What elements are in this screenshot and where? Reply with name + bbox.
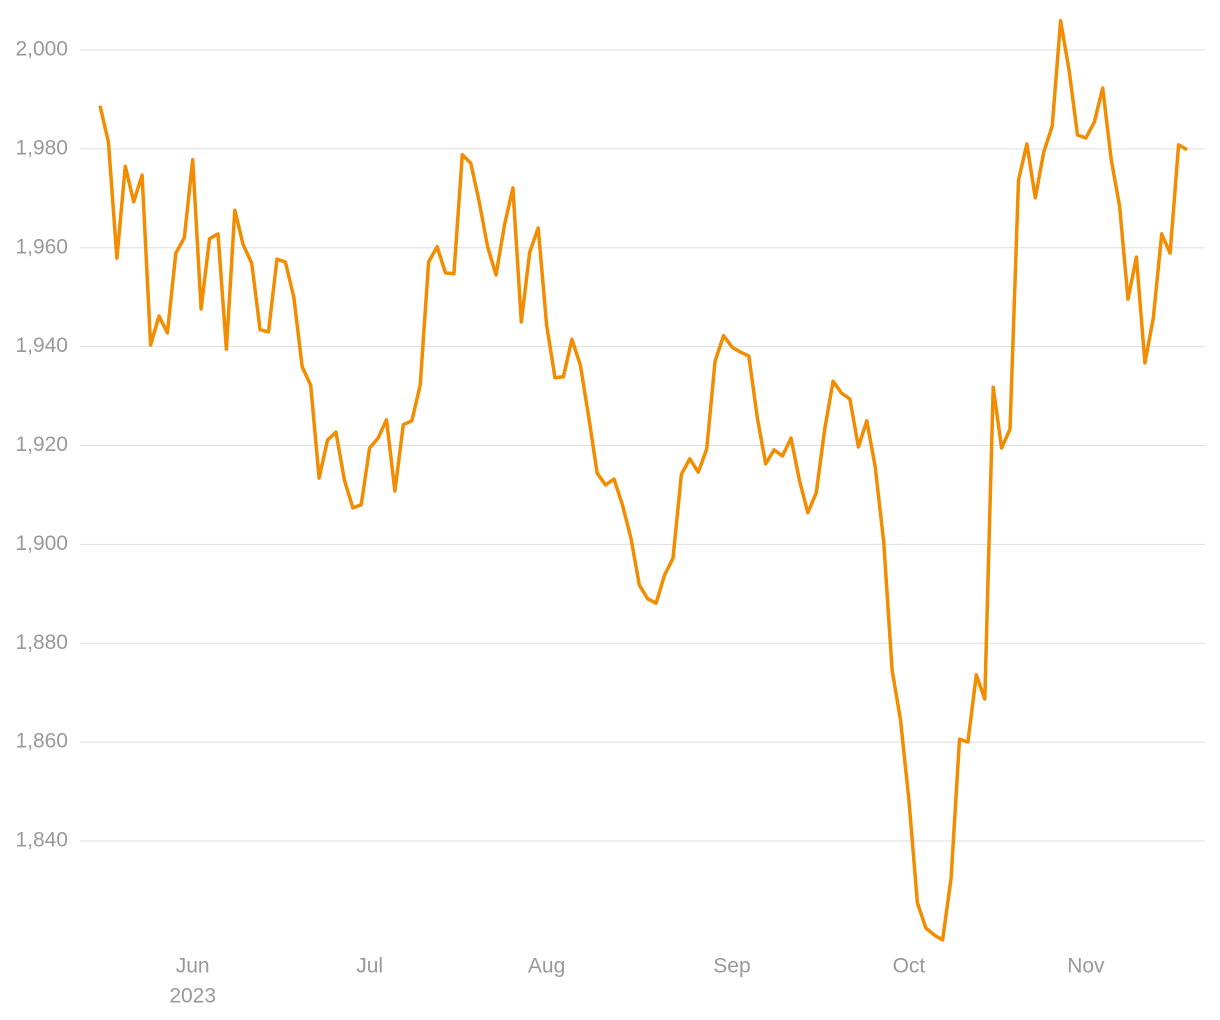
y-tick-label: 1,940 (15, 334, 68, 357)
y-tick-label: 2,000 (15, 38, 68, 61)
y-tick-label: 1,980 (15, 136, 68, 159)
y-tick-label: 1,860 (15, 730, 68, 753)
y-tick-label: 1,900 (15, 532, 68, 555)
price-line (98, 19, 1188, 942)
x-tick-label: Oct (893, 955, 926, 978)
y-tick-label: 1,840 (15, 829, 68, 852)
x-year-label: 2023 (169, 985, 216, 1008)
x-tick-label: Sep (713, 955, 750, 978)
x-tick-label: Jul (356, 955, 383, 978)
y-tick-label: 1,960 (15, 235, 68, 258)
x-tick-label: Aug (528, 955, 565, 978)
y-tick-label: 1,880 (15, 631, 68, 654)
x-tick-label: Nov (1067, 955, 1105, 978)
x-tick-label: Jun (176, 955, 210, 978)
y-tick-label: 1,920 (15, 433, 68, 456)
